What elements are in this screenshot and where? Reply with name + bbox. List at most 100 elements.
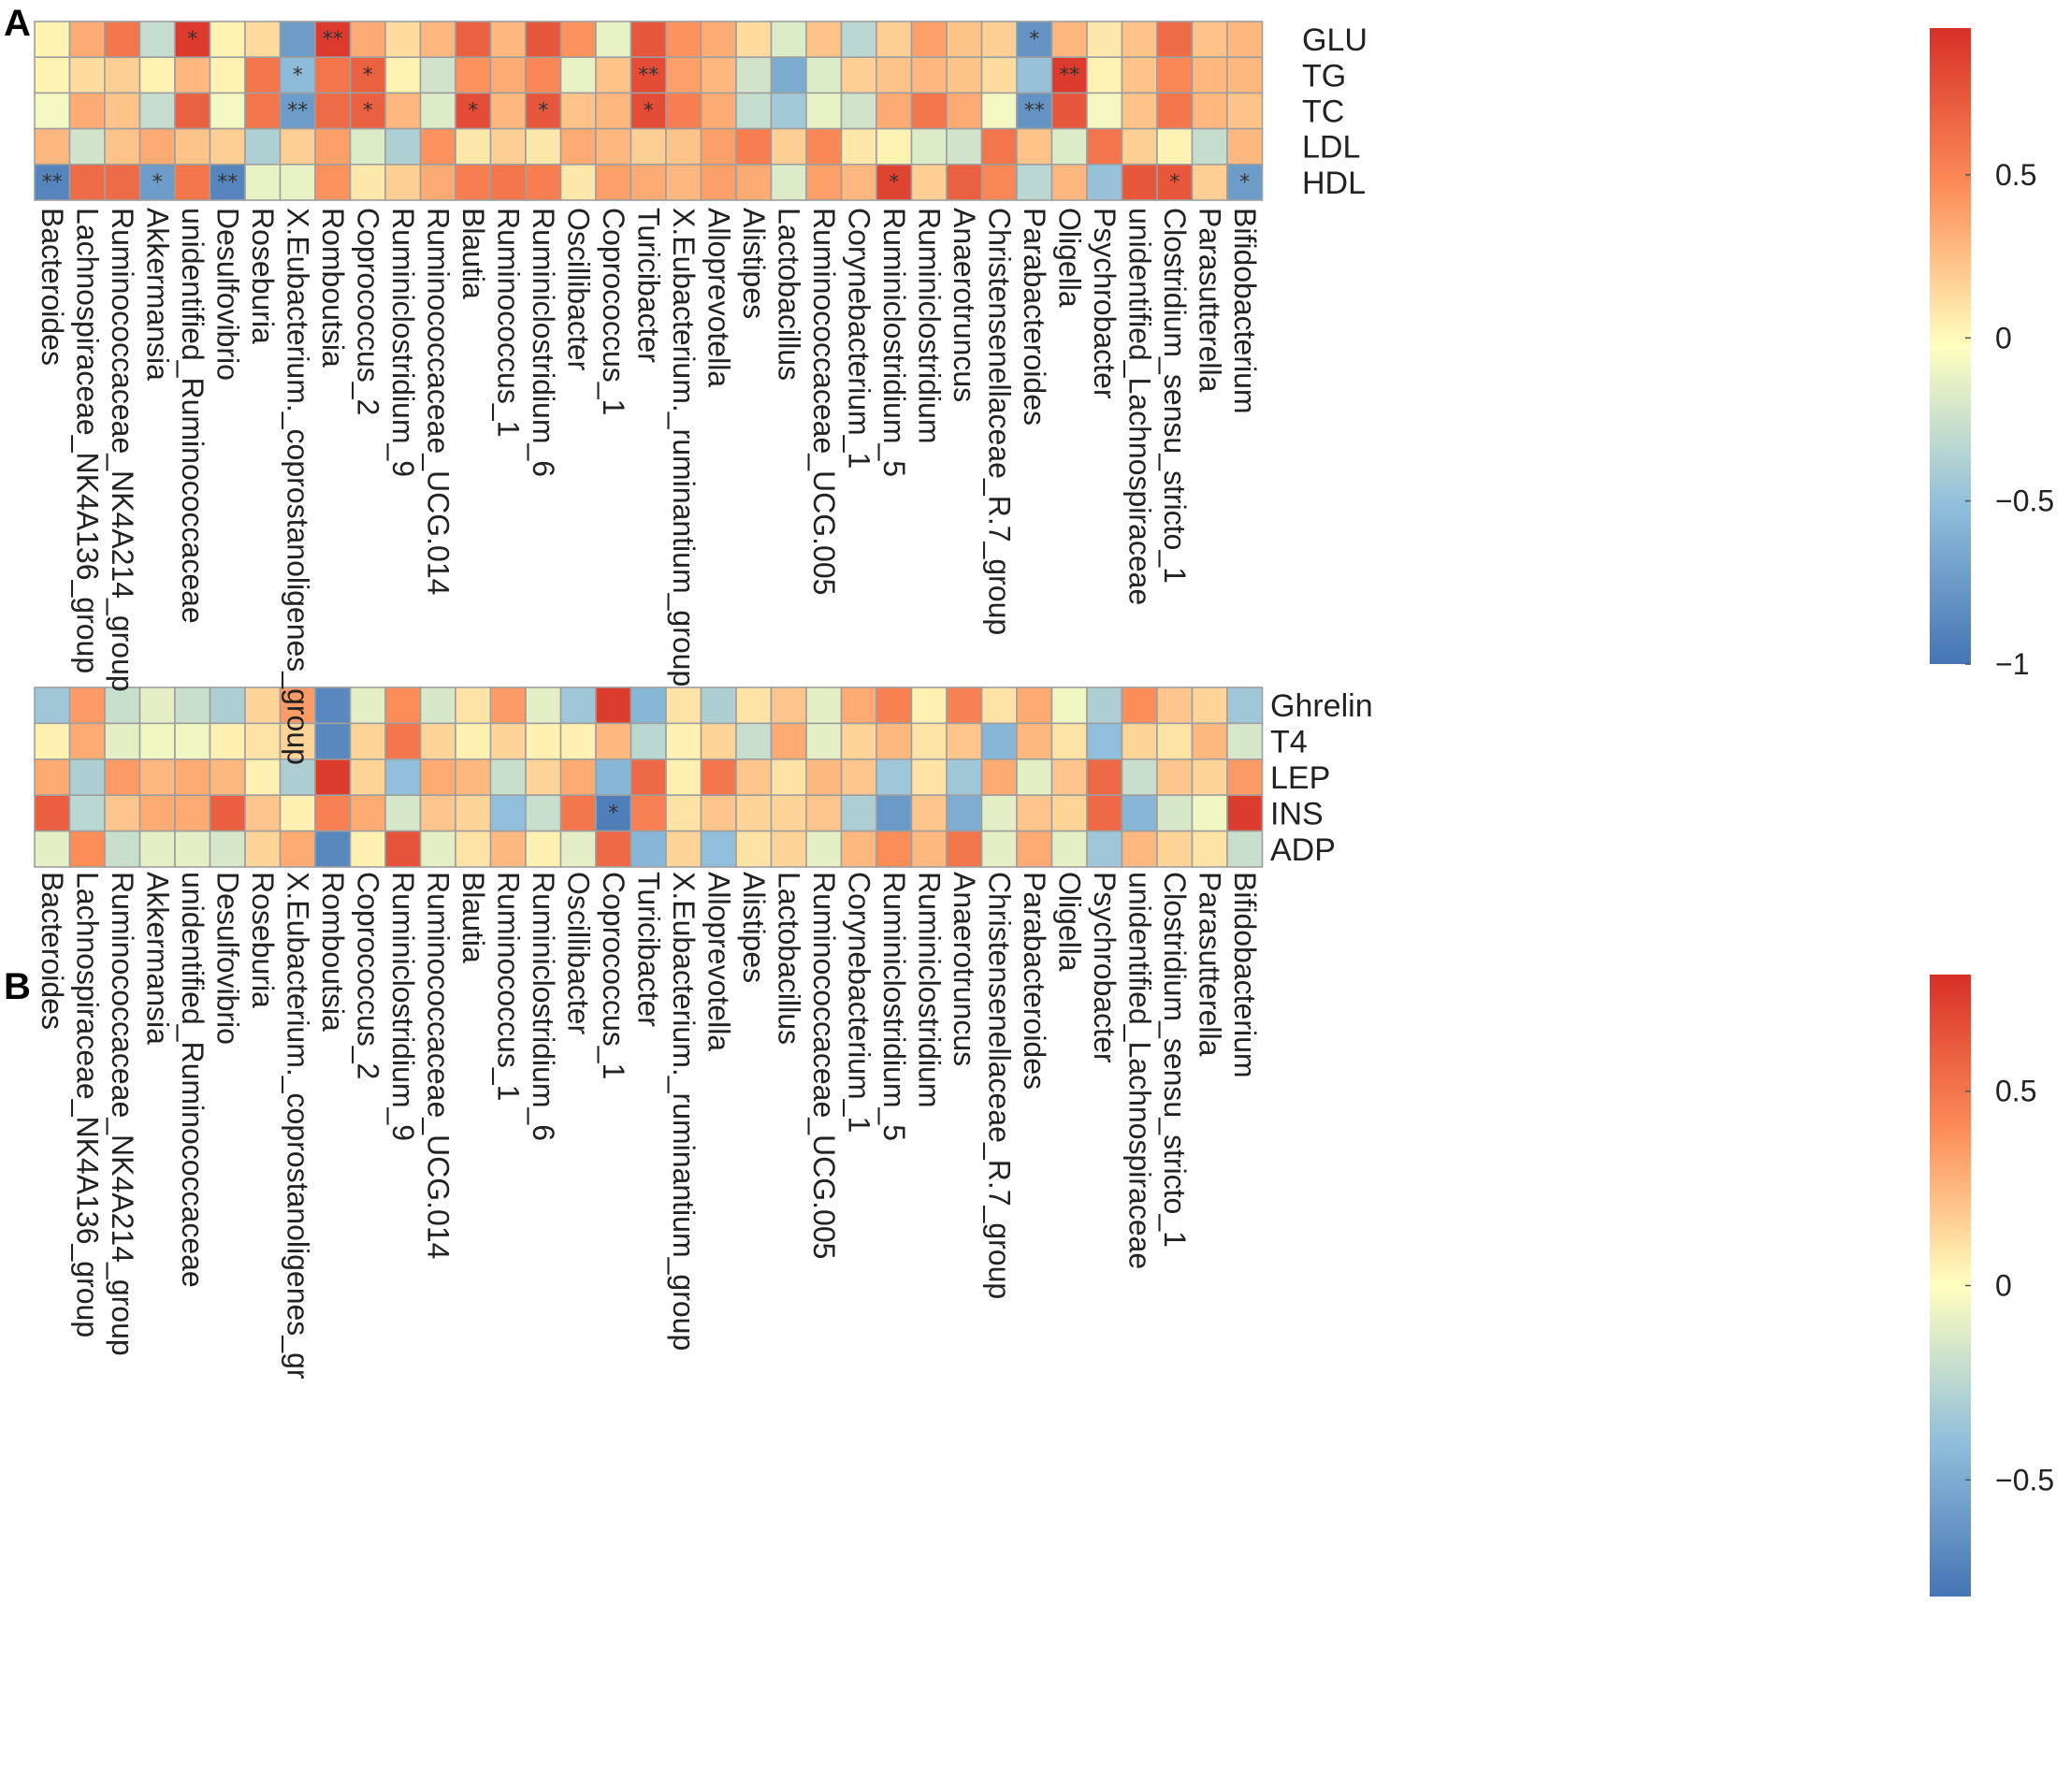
heatmap-a-cell-HDL-unidentified_Ruminococcaceae: [174, 164, 211, 201]
heatmap-a-cell-HDL-Ruminiclostridium: [910, 164, 948, 201]
heatmap-b-cell-T4-Lactobacillus: [770, 722, 807, 760]
heatmap-b-cell-T4-Parasutterella: [1191, 722, 1228, 760]
heatmap-b-column-label: Ruminococcaceae_NK4A214_group: [106, 872, 139, 1356]
heatmap-a-cell-GLU-Bacteroides: [34, 21, 71, 59]
heatmap-b-column-label: Alloprevotella: [702, 872, 735, 1051]
heatmap-a-cell-LDL-Ruminiclostridium_9: [384, 127, 422, 166]
heatmap-b-cell-INS-unidentified_Ruminococcaceae: [174, 794, 211, 832]
heatmap-b-cell-ADP-Ruminococcus_1: [489, 830, 527, 868]
heatmap-b-cell-Ghrelin-Parabacteroides: [1016, 686, 1053, 725]
heatmap-b-cell-LEP-Ruminococcaceae_UCG.005: [805, 758, 843, 796]
heatmap-a-cell-GLU-Blautia: [455, 21, 492, 59]
heatmap-a-significance-mark: **: [217, 171, 238, 195]
heatmap-a-cell-GLU-Roseburia: [244, 21, 282, 59]
heatmap-a-column-label: Ruminococcaceae_NK4A214_group: [106, 208, 139, 692]
heatmap-a-column-label: Psychrobacter: [1088, 208, 1122, 399]
heatmap-a-column-label: Bacteroides: [36, 208, 69, 366]
heatmap-b-column-label: Desulfovibrio: [210, 872, 244, 1045]
heatmap-a-significance-mark: **: [1024, 100, 1045, 123]
heatmap-b-column-label: Ruminiclostridium_9: [386, 872, 420, 1141]
heatmap-a-cell-TG-Blautia: [455, 56, 492, 94]
heatmap-b-cell-Ghrelin-Psychrobacter: [1086, 686, 1123, 725]
heatmap-b-cell-ADP-Anaerotruncus: [946, 830, 983, 868]
heatmap-a-cell-TG-X.Eubacterium._ruminantium_group: [665, 56, 702, 94]
heatmap-b-cell-ADP-Bifidobacterium: [1226, 830, 1264, 868]
heatmap-a-column-label: Ruminiclostridium_5: [877, 208, 911, 477]
heatmap-b-cell-LEP-Roseburia: [244, 758, 282, 796]
heatmap-a-cell-GLU-Corynebacterium_1: [840, 21, 877, 59]
heatmap-a-cell-TC-Anaerotruncus: [946, 92, 983, 130]
heatmap-b-cell-ADP-Coprococcus_2: [349, 830, 386, 868]
heatmap-b-cell-Ghrelin-Oscillibacter: [559, 686, 597, 725]
heatmap-a-cell-LDL-Lachnospiraceae_NK4A136_group: [68, 127, 106, 166]
heatmap-b-cell-T4-X.Eubacterium._coprostanoligenes_gr: [279, 722, 316, 760]
heatmap-a-cell-TC-Alistipes: [735, 92, 773, 130]
heatmap-a-column-label: Clostridium_sensu_stricto_1: [1158, 208, 1192, 584]
heatmap-a-cell-HDL-Ruminococcaceae_UCG.005: [805, 164, 843, 201]
heatmap-b-cell-Ghrelin-Ruminiclostridium: [910, 686, 948, 725]
heatmap-a-cell-TG-Lactobacillus: [770, 56, 807, 94]
heatmap-a-cell-GLU-Ruminococcaceae_UCG.014: [419, 21, 456, 59]
heatmap-a-cell-LDL-Alistipes: [735, 127, 773, 166]
heatmap-a-cell-TG-Turicibacter: [630, 56, 667, 94]
heatmap-b-cell-Ghrelin-Ruminiclostridium_5: [876, 686, 913, 725]
heatmap-b-column-label: Ruminiclostridium_6: [527, 872, 560, 1141]
heatmap-a-cell-GLU-Alistipes: [735, 21, 773, 59]
heatmap-b-cell-ADP-X.Eubacterium._ruminantium_group: [665, 830, 702, 868]
heatmap-b-cell-LEP-Ruminiclostridium_5: [876, 758, 913, 796]
heatmap-a-cell-LDL-Ruminococcaceae_UCG.005: [805, 127, 843, 166]
heatmap-b-cell-LEP-Ruminococcaceae_UCG.014: [419, 758, 456, 796]
heatmap-b-cell-ADP-X.Eubacterium._coprostanoligenes_gr: [279, 830, 316, 868]
heatmap-a-cell-TC-Lactobacillus: [770, 92, 807, 130]
colorbar-a-tick-label: 0: [1995, 321, 2012, 354]
heatmap-b-cell-Ghrelin-Coprococcus_2: [349, 686, 386, 725]
heatmap-b-cell-Ghrelin-Ruminococcus_1: [489, 686, 527, 725]
heatmap-b-cell-LEP-Anaerotruncus: [946, 758, 983, 796]
heatmap-b-cell-INS-Corynebacterium_1: [840, 794, 877, 832]
heatmap-a-cell-GLU-Akkermansia: [138, 21, 176, 59]
heatmap-b-cell-LEP-unidentified_Ruminococcaceae: [174, 758, 211, 796]
heatmap-a-cell-TC-Ruminococcaceae_NK4A214_group: [104, 92, 141, 130]
heatmap-a-cell-HDL-Coprococcus_1: [595, 164, 632, 201]
heatmap-a-cell-TC-Oligella: [1050, 92, 1088, 130]
heatmap-a-cell-TC-Christensenellaceae_R.7_group: [980, 92, 1018, 130]
heatmap-b-cell-ADP-Akkermansia: [138, 830, 176, 868]
heatmap-b-cell-T4-Clostridium_sensu_stricto_1: [1156, 722, 1194, 760]
heatmap-b-cell-ADP-Ruminococcaceae_NK4A214_group: [104, 830, 141, 868]
heatmap-a-cell-HDL-Parabacteroides: [1016, 164, 1053, 201]
heatmap-b-cell-ADP-Desulfovibrio: [209, 830, 246, 868]
heatmap-a-cell-LDL-Oligella: [1050, 127, 1088, 166]
heatmap-b-cell-ADP-Turicibacter: [630, 830, 667, 868]
heatmap-b-column-label: Coprococcus_1: [597, 872, 630, 1079]
heatmap-b-cell-LEP-Parabacteroides: [1016, 758, 1053, 796]
heatmap-a-cell-HDL-Anaerotruncus: [946, 164, 983, 201]
heatmap-a-cell-GLU-X.Eubacterium._ruminantium_group: [665, 21, 702, 59]
heatmap-a-cell-TG-unidentified_Ruminococcaceae: [174, 56, 211, 94]
heatmap-a-cell-HDL-Romboutsia: [314, 164, 352, 201]
heatmap-b-cell-Ghrelin-Clostridium_sensu_stricto_1: [1156, 686, 1194, 725]
heatmap-a-cell-TG-Desulfovibrio: [209, 56, 246, 94]
heatmap-a-column-label: Coprococcus_1: [597, 208, 630, 415]
heatmap-a-cell-TC-Romboutsia: [314, 92, 352, 130]
heatmap-b-column-label: Ruminococcus_1: [491, 872, 525, 1101]
heatmap-a-significance-mark: *: [1239, 171, 1250, 195]
heatmap-b-cell-INS-Ruminiclostridium_9: [384, 794, 422, 832]
heatmap-a-significance-mark: *: [293, 64, 303, 87]
heatmap-a-significance-mark: *: [152, 171, 163, 195]
heatmap-b-column-label: Anaerotruncus: [948, 872, 981, 1066]
heatmap-a-cell-LDL-Parasutterella: [1191, 127, 1228, 166]
heatmap-a-column-label: Ruminiclostridium: [912, 208, 946, 444]
heatmap-a-cell-TC-Corynebacterium_1: [840, 92, 877, 130]
heatmap-a-cell-HDL-X.Eubacterium._ruminantium_group: [665, 164, 702, 201]
heatmap-b-cell-Ghrelin-Ruminococcaceae_NK4A214_group: [104, 686, 141, 725]
heatmap-b-cell-T4-Akkermansia: [138, 722, 176, 760]
heatmap-a-column-label: Oscillibacter: [561, 208, 595, 371]
heatmap-b-column-label: unidentified_Lachnospiraceae: [1122, 872, 1156, 1269]
heatmap-a-cell-TC-Akkermansia: [138, 92, 176, 130]
heatmap-a-cell-TG-Oscillibacter: [559, 56, 597, 94]
heatmap-a-cell-TC-Parasutterella: [1191, 92, 1228, 130]
heatmap-b-cell-LEP-Ruminococcaceae_NK4A214_group: [104, 758, 141, 796]
heatmap-b-cell-LEP-Desulfovibrio: [209, 758, 246, 796]
colorbar-a-tick-label: 0.5: [1995, 158, 2036, 192]
